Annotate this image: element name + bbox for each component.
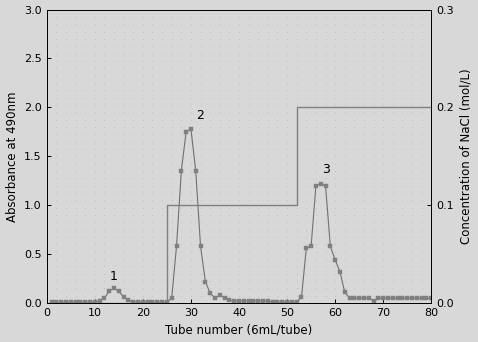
Y-axis label: Concentration of NaCl (mol/L): Concentration of NaCl (mol/L) — [459, 68, 472, 244]
Text: 2: 2 — [196, 109, 205, 122]
X-axis label: Tube number (6mL/tube): Tube number (6mL/tube) — [165, 324, 313, 337]
Text: 1: 1 — [110, 271, 118, 284]
Text: 3: 3 — [322, 163, 329, 176]
Y-axis label: Absorbance at 490nm: Absorbance at 490nm — [6, 91, 19, 222]
